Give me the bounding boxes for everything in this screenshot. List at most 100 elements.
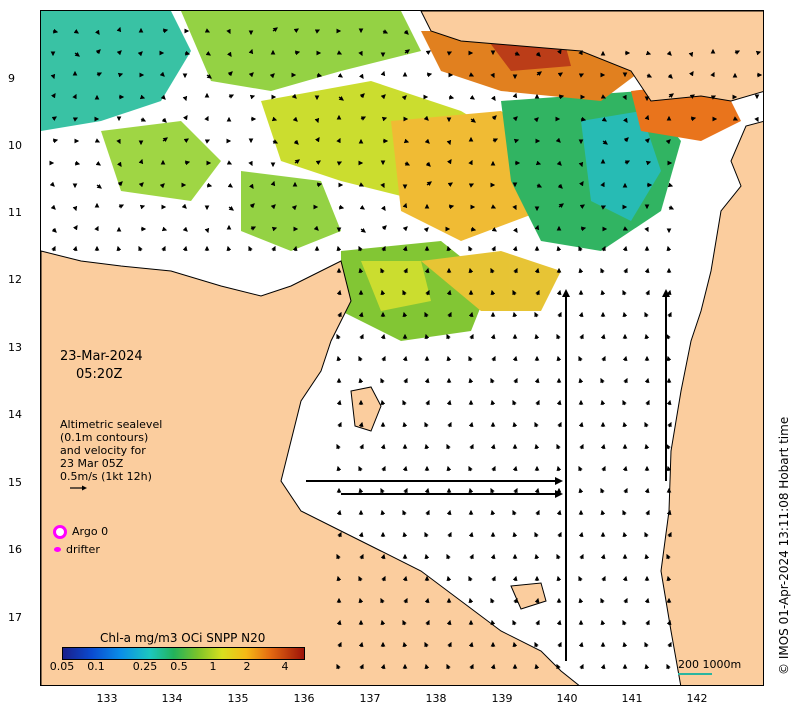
velocity-arrow: [446, 443, 451, 450]
velocity-arrow: [248, 72, 254, 78]
velocity-arrow: [512, 116, 518, 122]
argo-label: Argo 0: [72, 525, 109, 538]
velocity-arrow: [447, 421, 452, 428]
lon-label-134: 134: [161, 692, 183, 705]
velocity-arrow: [181, 203, 187, 209]
velocity-arrow: [600, 181, 605, 188]
velocity-arrow: [578, 161, 584, 168]
velocity-key-arrow-icon: [70, 485, 87, 491]
velocity-arrow: [359, 205, 365, 210]
velocity-arrow: [336, 575, 342, 582]
velocity-arrow: [381, 116, 388, 122]
lat-label-10: 10: [8, 139, 22, 152]
velocity-arrow: [402, 202, 408, 209]
velocity-arrow: [380, 663, 386, 670]
velocity-arrow: [512, 531, 518, 538]
velocity-arrow: [579, 204, 585, 209]
velocity-arrow: [622, 226, 629, 231]
velocity-arrow: [293, 139, 299, 145]
velocity-arrow: [578, 465, 583, 472]
velocity-arrow: [579, 333, 584, 340]
velocity-arrow: [74, 160, 81, 166]
velocity-arrow: [380, 182, 385, 189]
velocity-arrow: [359, 443, 364, 450]
velocity-arrow: [491, 227, 497, 232]
velocity-arrow: [491, 245, 496, 252]
velocity-arrow: [512, 641, 518, 648]
new-guinea-coast: [420, 11, 763, 102]
velocity-arrow: [381, 245, 386, 252]
velocity-arrow: [382, 29, 389, 34]
velocity-arrow: [600, 663, 606, 670]
velocity-arrow: [490, 377, 495, 384]
velocity-arrow: [424, 597, 430, 604]
velocity-arrow: [424, 311, 429, 318]
velocity-arrow: [425, 50, 431, 55]
velocity-arrow: [338, 204, 345, 210]
velocity-arrow: [666, 50, 672, 56]
velocity-arrow: [600, 267, 605, 274]
velocity-arrow: [558, 94, 565, 100]
velocity-arrow: [402, 509, 407, 516]
lon-label-142: 142: [686, 692, 708, 705]
velocity-arrow: [403, 377, 408, 384]
velocity-arrow: [291, 205, 297, 211]
velocity-arrow: [250, 226, 257, 231]
velocity-arrow: [580, 116, 587, 122]
velocity-arrow: [645, 399, 650, 406]
velocity-arrow: [116, 26, 122, 33]
legend-line: Altimetric sealevel: [60, 418, 163, 431]
velocity-arrow: [380, 509, 386, 516]
velocity-arrow: [336, 245, 342, 252]
velocity-arrow: [601, 575, 606, 582]
velocity-arrow: [358, 641, 364, 648]
velocity-arrow: [249, 203, 255, 209]
velocity-arrow: [534, 663, 540, 670]
velocity-arrow: [204, 115, 209, 122]
velocity-arrow: [161, 245, 166, 252]
velocity-arrow: [534, 531, 539, 538]
velocity-arrow: [623, 137, 629, 143]
velocity-arrow: [159, 183, 165, 189]
velocity-arrow: [579, 181, 584, 187]
velocity-arrow: [468, 355, 473, 362]
velocity-arrow: [446, 575, 452, 582]
velocity-arrow: [666, 553, 671, 560]
velocity-arrow: [666, 509, 672, 516]
velocity-arrow: [645, 160, 652, 166]
velocity-arrow: [204, 227, 210, 234]
velocity-arrow: [380, 619, 386, 626]
velocity-arrow: [360, 227, 366, 233]
velocity-arrow: [644, 553, 650, 560]
velocity-arrow: [227, 183, 233, 188]
velocity-arrow: [381, 355, 386, 362]
velocity-arrow: [601, 117, 607, 122]
velocity-arrow: [536, 183, 543, 188]
velocity-arrow: [380, 70, 386, 77]
velocity-arrow: [468, 159, 473, 166]
velocity-arrow: [359, 553, 364, 560]
velocity-arrow: [578, 421, 584, 428]
velocity-arrow: [644, 226, 649, 233]
velocity-arrow: [490, 204, 497, 209]
velocity-arrow: [644, 267, 650, 274]
velocity-arrow: [424, 641, 429, 648]
velocity-arrow: [182, 226, 188, 232]
colorbar-tick: 0.25: [132, 660, 158, 673]
velocity-arrow: [293, 28, 299, 33]
velocity-arrow: [556, 663, 561, 670]
velocity-arrow: [271, 226, 278, 232]
velocity-arrow: [446, 553, 451, 560]
velocity-arrow: [50, 73, 56, 80]
velocity-arrow: [336, 663, 341, 670]
velocity-arrow: [117, 161, 122, 167]
velocity-arrow: [358, 531, 364, 538]
velocity-arrow: [380, 267, 385, 274]
velocity-arrow: [644, 114, 650, 121]
velocity-arrow: [52, 28, 59, 34]
velocity-arrow: [578, 641, 584, 648]
velocity-arrow: [469, 553, 474, 560]
velocity-arrow: [402, 245, 408, 252]
velocity-arrow: [314, 29, 321, 34]
velocity-arrow: [578, 267, 584, 274]
